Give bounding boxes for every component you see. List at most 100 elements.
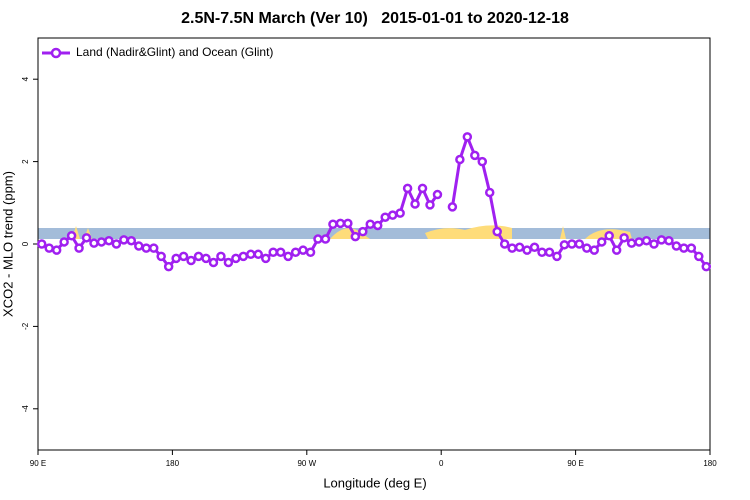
data-point — [171, 253, 181, 264]
data-point — [36, 239, 47, 249]
data-point — [44, 243, 54, 253]
data-point — [350, 231, 361, 242]
data-point — [186, 255, 196, 266]
x-tick-label: 0 — [439, 459, 444, 468]
data-point — [216, 251, 226, 262]
data-point — [320, 234, 331, 244]
data-point — [626, 238, 637, 248]
y-tick-label: 0 — [21, 241, 30, 246]
data-point — [589, 245, 600, 255]
data-point — [231, 253, 241, 264]
data-point — [671, 241, 682, 251]
data-point — [402, 183, 413, 194]
data-point — [201, 253, 211, 264]
data-point — [634, 237, 644, 247]
data-point — [484, 187, 495, 198]
data-point — [596, 237, 607, 247]
data-point — [410, 199, 420, 209]
y-tick-label: 4 — [21, 76, 30, 81]
data-point — [298, 245, 308, 255]
x-tick-label: 90 E — [30, 459, 46, 468]
land — [425, 225, 512, 239]
data-point — [701, 261, 712, 272]
data-point — [275, 247, 286, 257]
data-point — [343, 218, 353, 229]
data-point — [313, 234, 323, 244]
data-point — [462, 132, 473, 142]
data-point — [372, 220, 383, 231]
data-point — [156, 251, 166, 262]
data-point — [365, 219, 376, 229]
data-point — [290, 247, 301, 257]
y-tick-label: -4 — [21, 405, 30, 413]
legend-marker — [50, 47, 62, 59]
ocean-strip — [38, 228, 710, 239]
data-point — [328, 219, 338, 229]
data-point — [134, 241, 144, 251]
data-point — [649, 239, 659, 249]
data-point — [417, 183, 428, 194]
data-point — [358, 226, 368, 237]
land — [560, 226, 632, 239]
x-tick-label: 90 W — [297, 459, 316, 468]
data-point — [574, 239, 585, 249]
data-point — [499, 239, 510, 249]
data-point — [163, 261, 174, 272]
data-point — [148, 243, 159, 253]
y-tick-label: 2 — [21, 159, 30, 164]
data-point — [395, 208, 405, 218]
chart-title: 2.5N-7.5N March (Ver 10) 2015-01-01 to 2… — [181, 10, 569, 27]
data-point — [664, 235, 674, 246]
data-point — [66, 231, 77, 241]
data-point — [529, 242, 540, 253]
data-point — [51, 245, 62, 255]
data-point — [74, 243, 84, 253]
data-point — [208, 257, 219, 268]
data-point — [559, 240, 570, 250]
x-tick-label: 180 — [703, 459, 717, 468]
data-point — [582, 243, 592, 253]
data-point — [686, 243, 697, 253]
data-point — [260, 253, 271, 264]
data-point — [387, 210, 398, 220]
data-point — [455, 154, 465, 165]
data-point — [604, 231, 614, 241]
data-point — [522, 245, 532, 255]
data-point — [223, 257, 234, 268]
x-tick-label: 180 — [166, 459, 180, 468]
data-point — [432, 189, 443, 200]
data-point — [253, 249, 264, 260]
data-point — [141, 243, 152, 253]
data-point — [268, 247, 278, 257]
data-point — [447, 202, 458, 212]
legend: Land (Nadir&Glint) and Ocean (Glint) — [42, 45, 273, 59]
data-point — [425, 200, 435, 210]
data-point — [679, 243, 689, 253]
data-point — [283, 251, 293, 262]
data-point — [335, 218, 346, 229]
data-point — [59, 237, 69, 247]
data-point — [111, 239, 122, 249]
data-point — [641, 235, 652, 246]
data-point — [492, 226, 502, 237]
data-point — [470, 150, 480, 161]
data-point — [104, 235, 114, 246]
data-point — [567, 239, 577, 249]
data-point — [544, 247, 555, 257]
data-point — [178, 251, 189, 262]
data-point — [611, 245, 622, 255]
data-point — [305, 247, 316, 257]
data-point — [477, 156, 488, 167]
data-point — [507, 243, 517, 253]
data-point — [96, 237, 107, 247]
data-point — [514, 242, 525, 253]
data-point — [81, 233, 92, 243]
data-point — [89, 238, 99, 248]
x-tick-label: 90 E — [567, 459, 583, 468]
data-point — [119, 235, 129, 245]
data-point — [656, 235, 667, 245]
data-point — [246, 249, 256, 260]
data-point — [552, 251, 562, 262]
data-point — [193, 251, 204, 262]
